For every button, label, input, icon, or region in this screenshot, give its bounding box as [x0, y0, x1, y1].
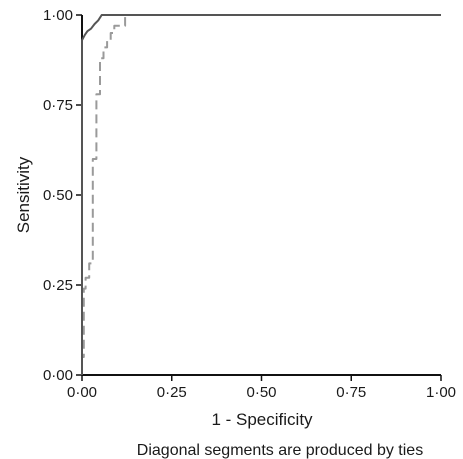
- roc-curve-dashed: [81, 14, 441, 375]
- x-tick-label: 1·00: [426, 384, 456, 401]
- x-axis-title: 1 - Specificity: [211, 410, 313, 429]
- y-tick-label: 0·50: [43, 187, 73, 204]
- x-tick-label: 0·25: [157, 384, 187, 401]
- roc-curve-solid: [81, 14, 441, 375]
- x-tick-label: 0·75: [336, 384, 366, 401]
- x-tick-label: 0·50: [246, 384, 276, 401]
- y-tick-label: 0·00: [43, 367, 73, 384]
- x-tick-label: 0·00: [67, 384, 97, 401]
- plot-area: 0·00 0·25 0·50 0·75 1·00 0·00 0·25 0·50 0·75 1·00: [43, 7, 456, 401]
- ties-footnote: Diagonal segments are produced by ties: [137, 442, 423, 459]
- y-tick-label: 0·75: [43, 97, 73, 114]
- y-tick-label: 1·00: [43, 7, 73, 24]
- y-tick-label: 0·25: [43, 277, 73, 294]
- y-axis-title: Sensitivity: [14, 156, 33, 233]
